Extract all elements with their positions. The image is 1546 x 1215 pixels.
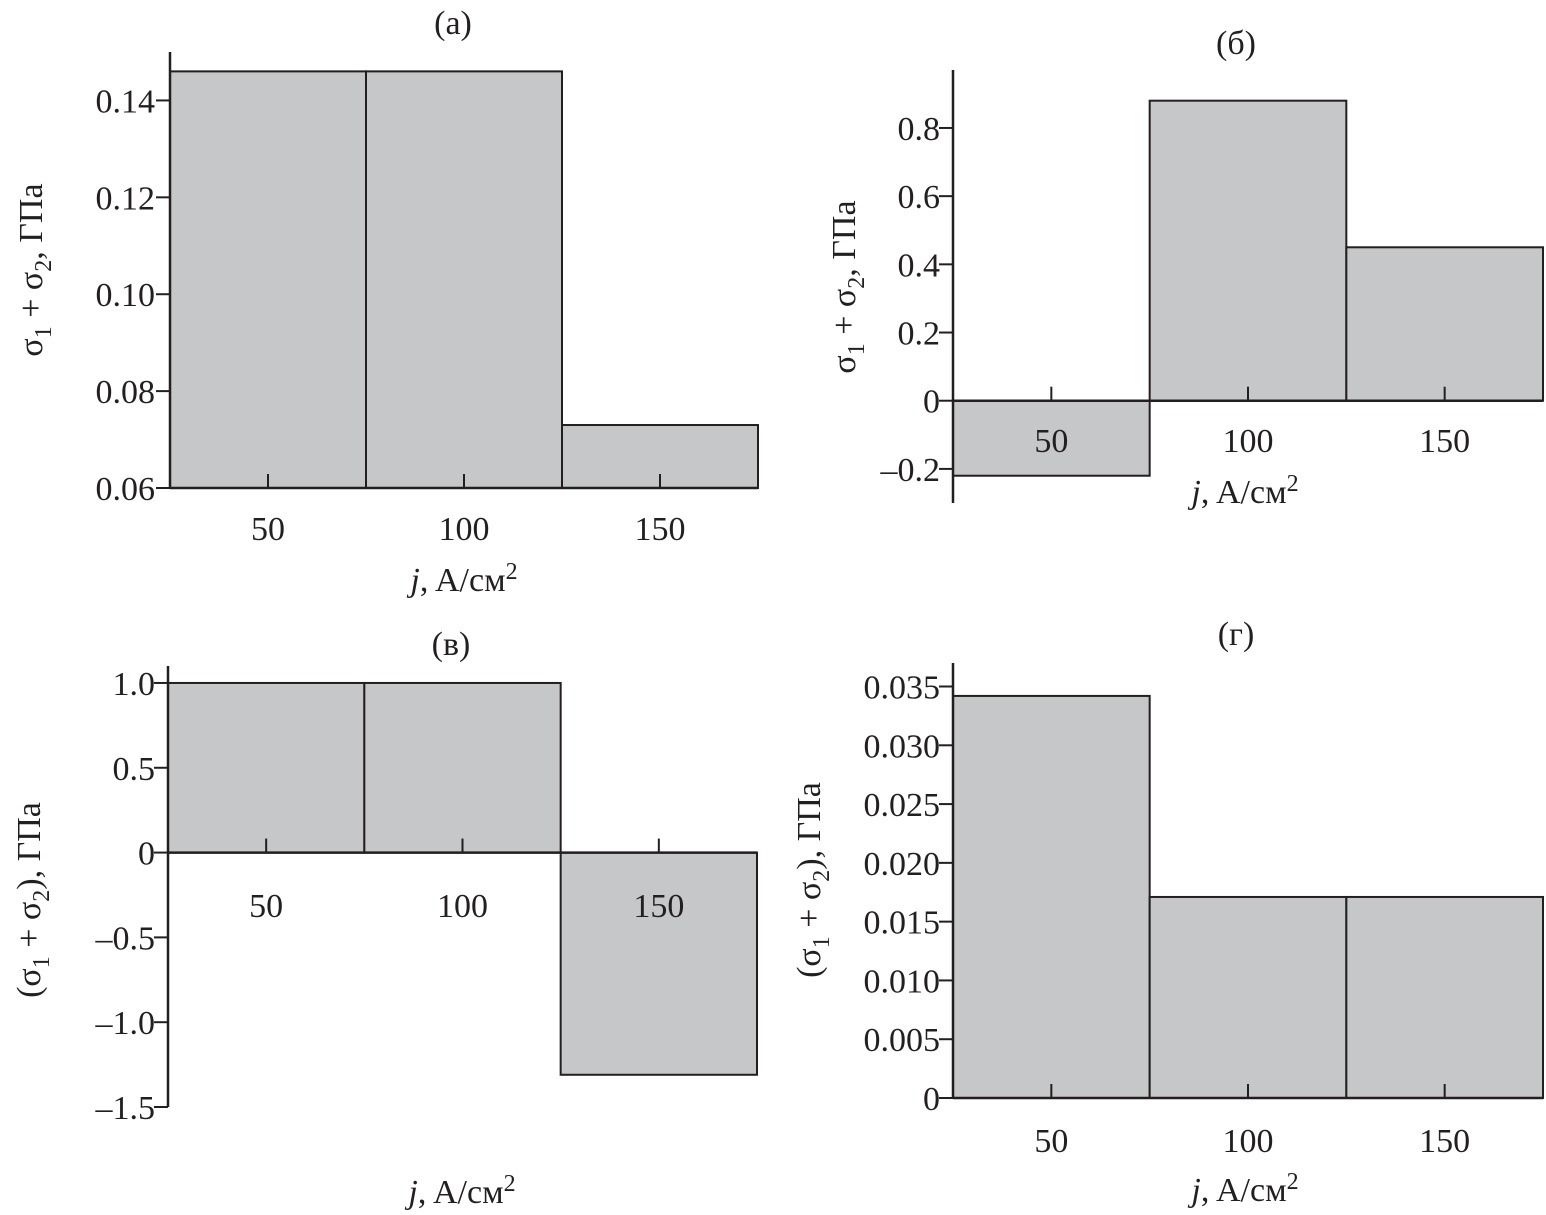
- x-axis-label: j, A/см2: [406, 559, 517, 599]
- bar-150: [1345, 895, 1545, 1100]
- y-tick-label: –1.5: [95, 1090, 156, 1127]
- y-tick-label: 0.030: [864, 728, 941, 765]
- x-axis-label: j, A/см2: [1187, 1169, 1298, 1209]
- y-tick-label: –0.5: [95, 920, 156, 957]
- bar-150: [1345, 246, 1545, 402]
- x-tick-label: 50: [251, 511, 285, 548]
- y-tick-label: 0: [923, 1081, 940, 1118]
- y-tick-label: 0.6: [898, 179, 941, 216]
- y-axis-label: σ1 + σ2, ГПа: [826, 200, 870, 373]
- bar-100: [365, 70, 563, 489]
- x-tick-label: 50: [1034, 423, 1068, 460]
- y-tick-label: 0: [138, 836, 155, 873]
- bar-100: [363, 681, 562, 854]
- panel-title: (г): [1218, 616, 1255, 653]
- y-tick-label: –0.2: [880, 452, 941, 489]
- x-tick-label: 50: [249, 888, 283, 925]
- panel-title: (в): [432, 626, 471, 663]
- y-tick-label: 1.0: [113, 666, 156, 703]
- panel-title: (б): [1216, 25, 1256, 62]
- y-tick-label: 0.025: [864, 787, 941, 824]
- y-tick-label: 0: [923, 384, 940, 421]
- x-tick-label: 150: [1419, 1123, 1470, 1160]
- y-tick-label: 0.8: [898, 111, 941, 148]
- x-tick-label: 100: [439, 511, 490, 548]
- x-tick-label: 100: [1223, 1123, 1274, 1160]
- bar-100: [1148, 99, 1348, 402]
- x-axis-label: j, A/см2: [404, 1171, 515, 1211]
- x-tick-label: 150: [635, 511, 686, 548]
- y-tick-label: 0.5: [113, 751, 156, 788]
- y-tick-label: 0.015: [864, 905, 941, 942]
- x-tick-label: 100: [1223, 423, 1274, 460]
- y-tick-label: 0.06: [96, 471, 156, 508]
- y-tick-label: 0.020: [864, 846, 941, 883]
- panel-a: (a) j, A/см2 σ1 + σ2, ГПа 0.06 0.08 0.10 0.…: [13, 5, 759, 599]
- bar-50: [167, 681, 366, 854]
- panel-v: (в) j, A/см2 (σ1 + σ2), ГПа –1.5 –1.0 –0.5…: [11, 626, 759, 1211]
- y-tick-label: 0.005: [864, 1022, 941, 1059]
- panel-title: (a): [434, 5, 472, 42]
- bar-50: [169, 70, 367, 489]
- bar-50: [952, 694, 1151, 1100]
- x-tick-label: 150: [633, 888, 684, 925]
- y-tick-label: 0.4: [898, 247, 941, 284]
- x-axis-label: j, A/см2: [1187, 471, 1298, 511]
- bar-150: [559, 851, 759, 1076]
- x-tick-label: 150: [1419, 423, 1470, 460]
- y-axis-label: (σ1 + σ2), ГПа: [791, 782, 835, 978]
- y-axis-label: σ1 + σ2, ГПа: [13, 183, 57, 356]
- x-tick-label: 50: [1034, 1123, 1068, 1160]
- y-tick-label: 0.2: [898, 316, 941, 353]
- y-tick-label: 0.14: [96, 83, 156, 120]
- y-tick-label: 0.035: [864, 670, 941, 707]
- y-tick-label: 0.12: [96, 180, 156, 217]
- panel-b: (б) j, A/см2 σ1 + σ2, ГПа –0.2 0 0.2 0.4 0.6…: [826, 25, 1545, 511]
- y-tick-label: 0.08: [96, 374, 156, 411]
- y-axis-label: (σ1 + σ2), ГПа: [11, 802, 55, 998]
- panel-g: (г) j, A/см2 (σ1 + σ2), ГПа 0 0.005 0.010 0…: [791, 616, 1545, 1209]
- x-tick-label: 100: [437, 888, 488, 925]
- y-tick-label: –1.0: [95, 1005, 156, 1042]
- bar-100: [1148, 895, 1348, 1100]
- y-tick-label: 0.010: [864, 963, 941, 1000]
- y-tick-label: 0.10: [96, 277, 156, 314]
